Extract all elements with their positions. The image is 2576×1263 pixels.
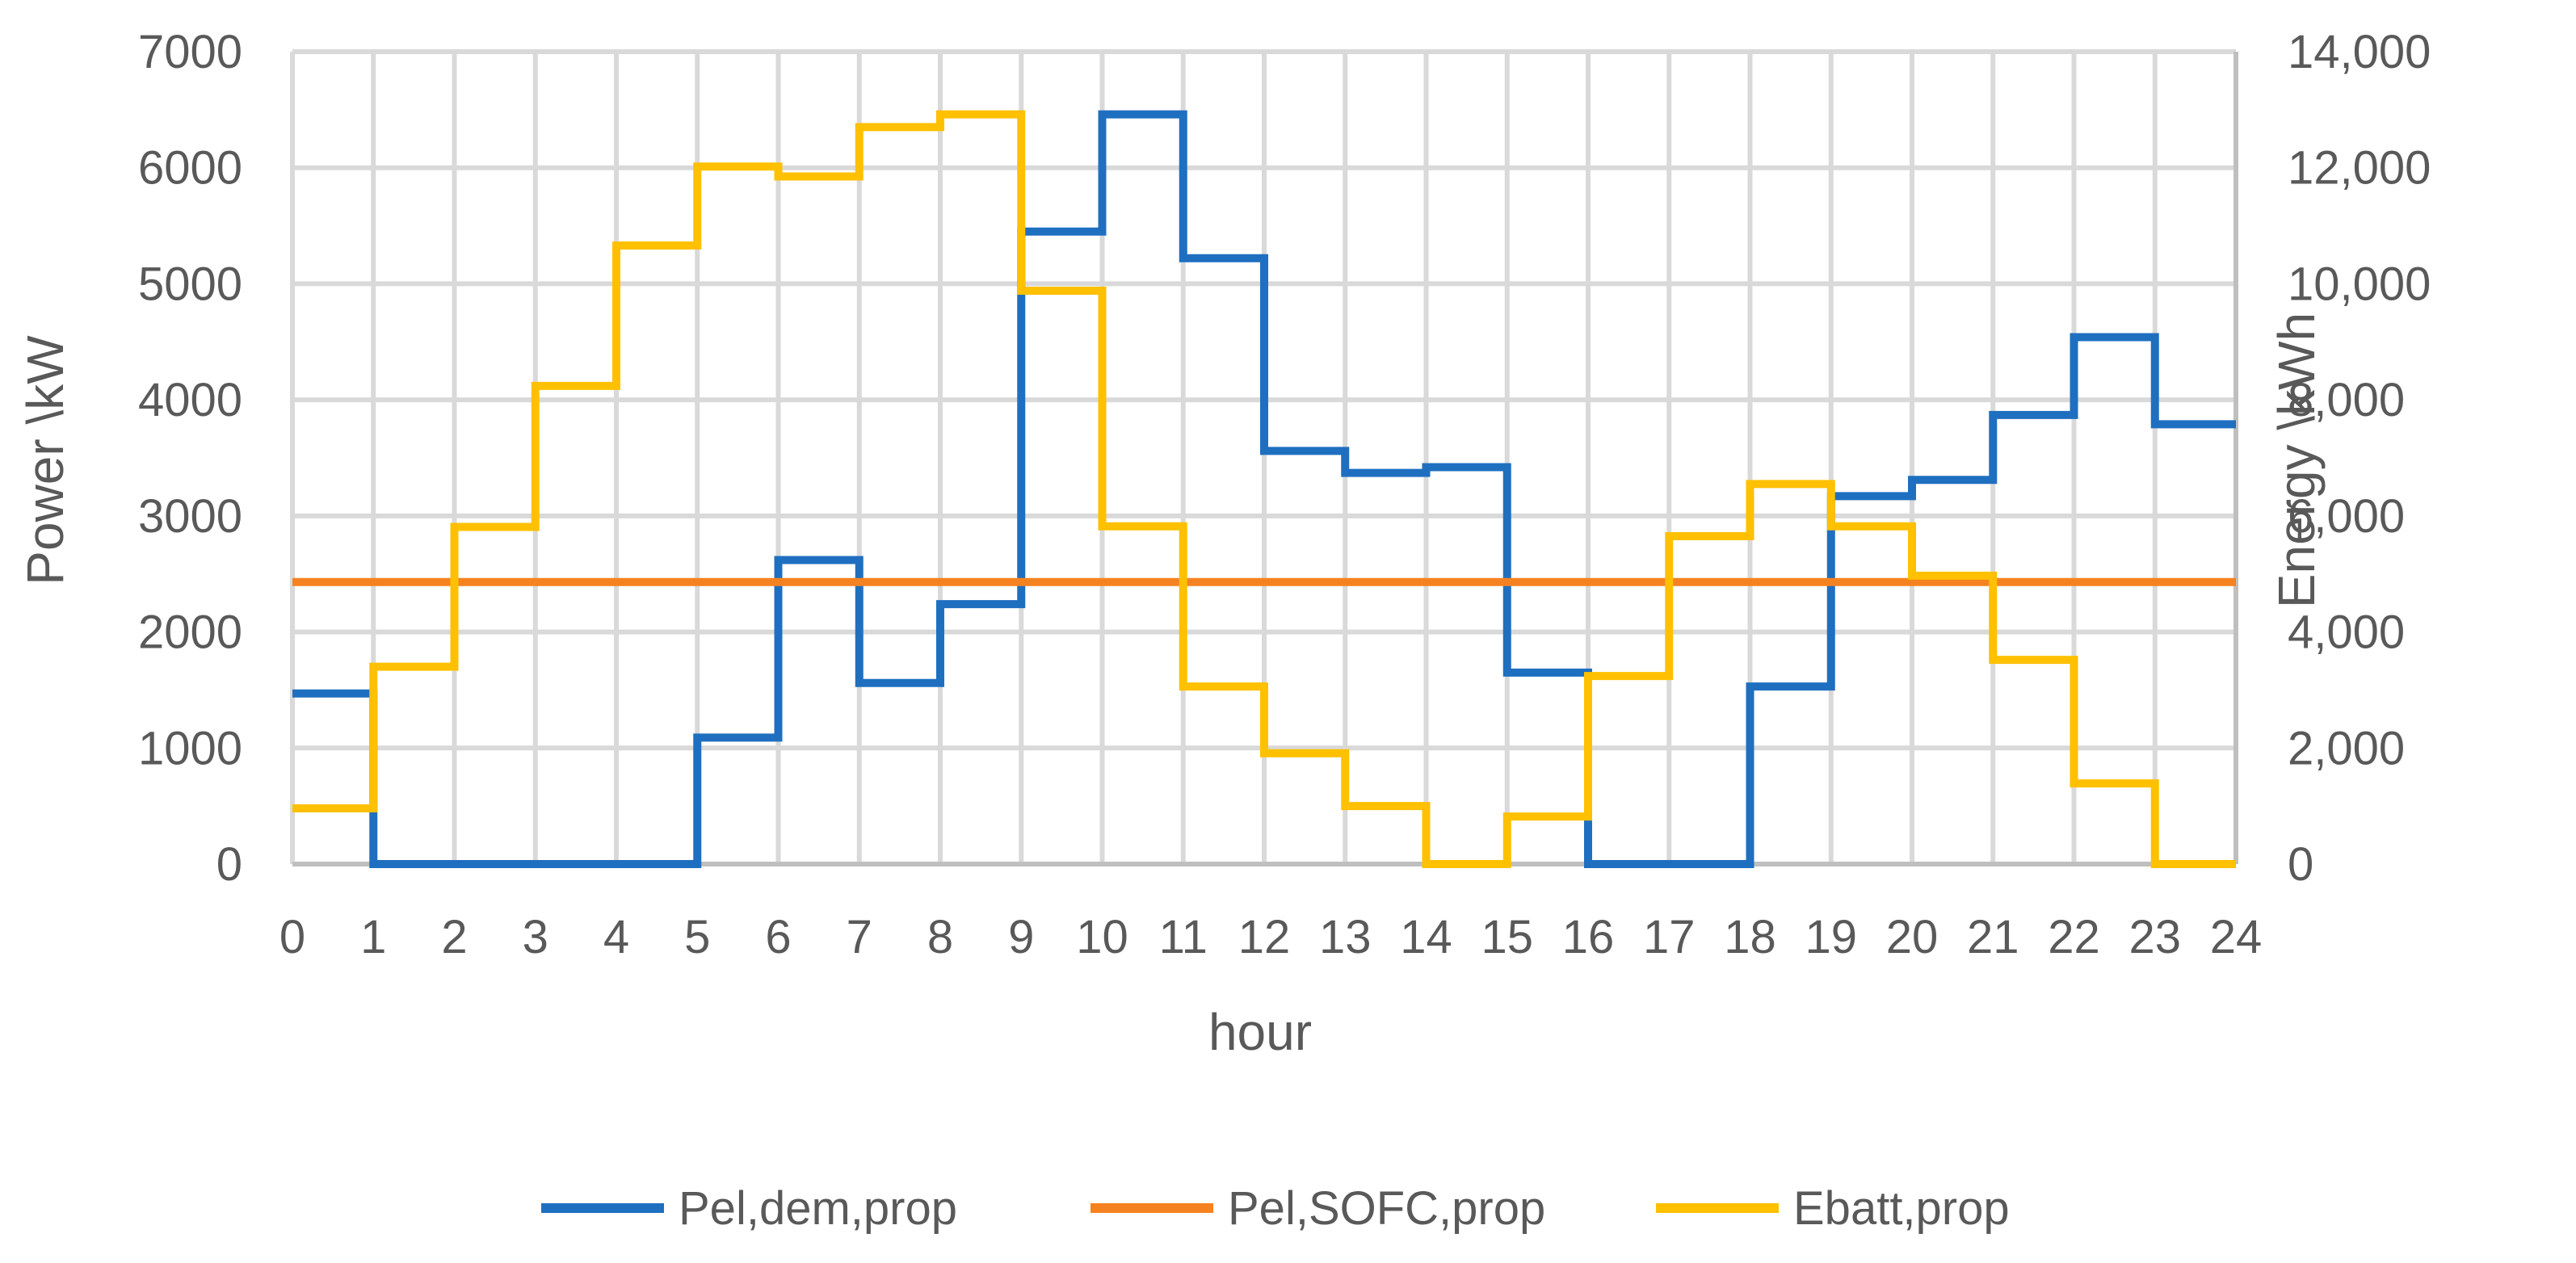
legend-label-pel-sofc-prop: Pel,SOFC,prop xyxy=(1228,1182,1545,1235)
y2-tick-label: 6,000 xyxy=(2288,490,2405,543)
x-tick-label: 21 xyxy=(1967,911,2019,963)
x-axis-title: hour xyxy=(1208,1003,1312,1061)
x-tick-label: 9 xyxy=(1008,911,1034,963)
y2-tick-label: 2,000 xyxy=(2288,722,2405,774)
y2-axis-title: Energy \kWh xyxy=(2267,313,2326,608)
series-lines xyxy=(292,110,2236,868)
y2-tick-label: 8,000 xyxy=(2288,374,2405,426)
x-tick-label: 6 xyxy=(765,911,791,963)
x-tick-label: 14 xyxy=(1400,911,1452,963)
x-tick-label: 5 xyxy=(684,911,710,963)
x-tick-label: 16 xyxy=(1562,911,1615,963)
y-tick-label: 0 xyxy=(216,838,242,891)
y2-tick-label: 0 xyxy=(2288,838,2313,891)
x-tick-label: 20 xyxy=(1886,911,1939,963)
y-tick-label: 6000 xyxy=(138,142,242,195)
series-line-ebatt-prop xyxy=(292,110,2236,868)
x-tick-label: 19 xyxy=(1805,911,1857,963)
y2-tick-label: 14,000 xyxy=(2288,26,2431,78)
series-line-pel-dem-prop xyxy=(292,110,2236,868)
x-tick-label: 8 xyxy=(927,911,953,963)
y-tick-label: 7000 xyxy=(138,26,242,78)
y2-tick-label: 10,000 xyxy=(2288,258,2431,310)
y-tick-label: 2000 xyxy=(138,606,242,659)
x-tick-label: 3 xyxy=(523,911,548,963)
y-tick-label: 4000 xyxy=(138,374,242,426)
x-tick-label: 23 xyxy=(2128,911,2181,963)
x-tick-label: 17 xyxy=(1643,911,1696,963)
y-axis-title: Power \kW xyxy=(16,335,74,585)
x-tick-label: 24 xyxy=(2210,911,2263,963)
x-tick-label: 15 xyxy=(1481,911,1533,963)
y-tick-label: 3000 xyxy=(138,490,242,543)
y2-tick-label: 12,000 xyxy=(2288,142,2431,195)
legend-label-ebatt-prop: Ebatt,prop xyxy=(1793,1182,2010,1235)
x-tick-label: 1 xyxy=(360,911,386,963)
x-tick-label: 10 xyxy=(1076,911,1128,963)
x-tick-label: 18 xyxy=(1724,911,1776,963)
x-tick-label: 0 xyxy=(279,911,305,963)
y2-tick-label: 4,000 xyxy=(2288,606,2405,659)
y-tick-label: 5000 xyxy=(138,258,242,310)
x-tick-label: 7 xyxy=(847,911,872,963)
x-tick-label: 13 xyxy=(1319,911,1372,963)
legend-label-pel-dem-prop: Pel,dem,prop xyxy=(679,1182,957,1235)
tick-labels: 0 1000 2000 3000 4000 5000 6000 7000 0 2,000 4,000… xyxy=(138,26,2431,963)
x-tick-label: 11 xyxy=(1159,911,1208,963)
x-tick-label: 22 xyxy=(2048,911,2100,963)
y-tick-label: 1000 xyxy=(138,722,242,774)
x-tick-label: 2 xyxy=(441,911,467,963)
legend: Pel,dem,prop Pel,SOFC,prop Ebatt,prop xyxy=(541,1182,2010,1235)
x-tick-label: 4 xyxy=(603,911,629,963)
x-tick-label: 12 xyxy=(1238,911,1291,963)
